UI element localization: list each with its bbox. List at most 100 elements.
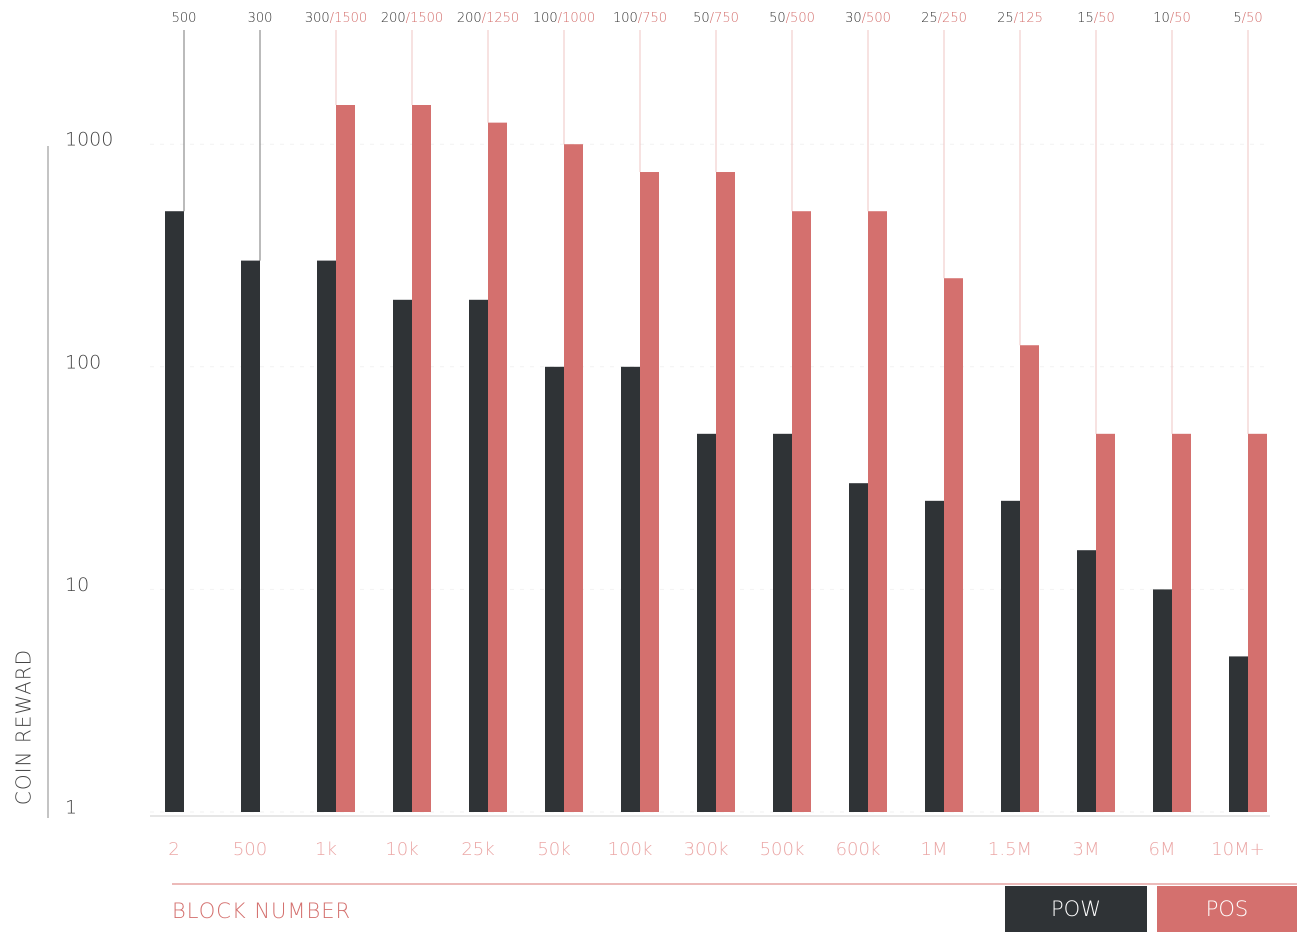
x-tick-label: 500k bbox=[760, 839, 805, 860]
label-separator: / bbox=[1170, 11, 1175, 26]
x-tick-label: 50k bbox=[537, 839, 570, 860]
value-label: 300 bbox=[305, 11, 330, 26]
value-label: 5 bbox=[1233, 11, 1241, 26]
value-label-group: 300/1500 bbox=[305, 11, 367, 26]
x-tick-label: 1.5M bbox=[988, 839, 1032, 860]
value-label: 1500 bbox=[410, 11, 443, 26]
value-label-group: 500 bbox=[172, 11, 197, 26]
value-label-group: 50/750 bbox=[693, 11, 739, 26]
x-tick-label: 3M bbox=[1073, 839, 1100, 860]
x-tick-label: 6M bbox=[1149, 839, 1176, 860]
value-label: 100 bbox=[533, 11, 558, 26]
bar bbox=[1001, 500, 1020, 812]
bar bbox=[697, 433, 716, 812]
value-label: 750 bbox=[714, 11, 739, 26]
value-label-group: 15/50 bbox=[1077, 11, 1114, 26]
bar bbox=[317, 260, 336, 813]
bar bbox=[925, 500, 944, 812]
bar bbox=[1229, 656, 1248, 812]
legend-swatch bbox=[1005, 886, 1147, 932]
y-axis-title: COIN REWARD bbox=[12, 649, 36, 805]
value-label-group: 300 bbox=[248, 11, 273, 26]
bar bbox=[1172, 433, 1191, 812]
value-label: 50 bbox=[693, 11, 710, 26]
bar bbox=[165, 211, 184, 813]
value-label: 200 bbox=[381, 11, 406, 26]
bar bbox=[1077, 550, 1096, 812]
value-label-group: 200/1500 bbox=[381, 11, 443, 26]
value-label-group: 25/125 bbox=[997, 11, 1043, 26]
bar bbox=[1020, 345, 1039, 812]
label-separator: / bbox=[1014, 11, 1019, 26]
bar bbox=[868, 211, 887, 813]
value-label-group: 5/50 bbox=[1233, 11, 1262, 26]
value-label: 1000 bbox=[562, 11, 595, 26]
bar bbox=[792, 211, 811, 813]
bar bbox=[241, 260, 260, 813]
bar bbox=[640, 172, 659, 812]
x-tick-label: 500 bbox=[233, 839, 267, 860]
value-label-group: 30/500 bbox=[845, 11, 891, 26]
value-label: 750 bbox=[642, 11, 667, 26]
value-label: 500 bbox=[172, 11, 197, 26]
x-tick-label: 10k bbox=[385, 839, 418, 860]
x-tick-label: 2 bbox=[168, 839, 179, 860]
value-label: 25 bbox=[921, 11, 938, 26]
bar bbox=[412, 105, 431, 812]
bar bbox=[1096, 433, 1115, 812]
y-tick-label: 100 bbox=[65, 351, 101, 373]
x-tick-label: 1M bbox=[921, 839, 948, 860]
bar bbox=[336, 105, 355, 812]
bar bbox=[944, 278, 963, 812]
bar bbox=[621, 366, 640, 812]
value-label: 10 bbox=[1153, 11, 1170, 26]
label-separator: / bbox=[710, 11, 715, 26]
x-tick-label: 600k bbox=[836, 839, 881, 860]
bar bbox=[545, 366, 564, 812]
value-label: 50 bbox=[1246, 11, 1263, 26]
bar bbox=[564, 144, 583, 813]
label-separator: / bbox=[938, 11, 943, 26]
value-label: 500 bbox=[866, 11, 891, 26]
legend-label: POW bbox=[1051, 897, 1101, 921]
y-tick-label: 1 bbox=[65, 797, 77, 819]
value-label: 500 bbox=[790, 11, 815, 26]
value-label: 125 bbox=[1018, 11, 1043, 26]
value-label: 1250 bbox=[486, 11, 519, 26]
value-label-group: 100/750 bbox=[613, 11, 667, 26]
value-label-group: 100/1000 bbox=[533, 11, 595, 26]
value-label: 15 bbox=[1077, 11, 1094, 26]
value-label: 50 bbox=[769, 11, 786, 26]
value-label-group: 50/500 bbox=[769, 11, 815, 26]
bar bbox=[1248, 433, 1267, 812]
bar bbox=[469, 299, 488, 812]
value-label: 300 bbox=[248, 11, 273, 26]
legend-swatch bbox=[1157, 886, 1297, 932]
value-label: 30 bbox=[845, 11, 862, 26]
value-label: 100 bbox=[613, 11, 638, 26]
value-label: 250 bbox=[942, 11, 967, 26]
value-label-group: 10/50 bbox=[1153, 11, 1190, 26]
x-axis-title: BLOCK NUMBER bbox=[172, 899, 351, 923]
y-tick-label: 10 bbox=[65, 574, 89, 596]
label-separator: / bbox=[638, 11, 643, 26]
legend-label: POS bbox=[1206, 897, 1249, 921]
value-label: 25 bbox=[997, 11, 1014, 26]
value-label-group: 25/250 bbox=[921, 11, 967, 26]
value-label-group: 200/1250 bbox=[457, 11, 519, 26]
label-separator: / bbox=[330, 11, 335, 26]
bar bbox=[488, 122, 507, 813]
label-separator: / bbox=[558, 11, 563, 26]
x-tick-label: 300k bbox=[684, 839, 729, 860]
label-separator: / bbox=[786, 11, 791, 26]
bar bbox=[1153, 589, 1172, 812]
x-tick-label: 25k bbox=[461, 839, 494, 860]
x-tick-label: 10M+ bbox=[1211, 839, 1265, 860]
bar bbox=[393, 299, 412, 812]
x-tick-label: 100k bbox=[608, 839, 653, 860]
label-separator: / bbox=[482, 11, 487, 26]
x-tick-label: 1k bbox=[315, 839, 337, 860]
bar bbox=[716, 172, 735, 812]
bar bbox=[773, 433, 792, 812]
